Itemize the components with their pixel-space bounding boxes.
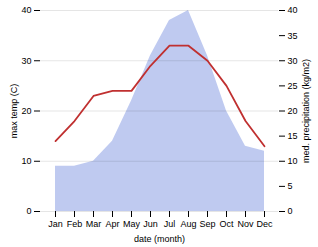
svg-text:Feb: Feb [67,219,83,229]
svg-text:Aug: Aug [180,219,196,229]
svg-text:35: 35 [288,31,298,41]
svg-text:15: 15 [288,131,298,141]
svg-text:30: 30 [288,56,298,66]
svg-text:Jun: Jun [143,219,158,229]
svg-text:May: May [123,219,141,229]
svg-text:Nov: Nov [237,219,254,229]
svg-text:20: 20 [288,106,298,116]
svg-text:med. precipitation (kg/m2): med. precipitation (kg/m2) [301,59,311,163]
svg-text:30: 30 [21,56,31,66]
svg-text:5: 5 [288,181,293,191]
svg-text:10: 10 [21,156,31,166]
svg-text:Dec: Dec [256,219,273,229]
svg-text:max temp (C): max temp (C) [9,84,19,139]
svg-text:Oct: Oct [219,219,234,229]
svg-text:date (month): date (month) [134,234,185,244]
svg-text:Mar: Mar [86,219,102,229]
svg-text:10: 10 [288,156,298,166]
svg-text:25: 25 [288,81,298,91]
svg-text:Sep: Sep [199,219,215,229]
svg-text:20: 20 [21,106,31,116]
svg-text:Apr: Apr [105,219,119,229]
svg-text:40: 40 [288,5,298,15]
svg-text:Jan: Jan [48,219,63,229]
svg-text:Jul: Jul [164,219,176,229]
svg-text:40: 40 [21,5,31,15]
svg-text:0: 0 [288,206,293,216]
svg-text:0: 0 [26,206,31,216]
